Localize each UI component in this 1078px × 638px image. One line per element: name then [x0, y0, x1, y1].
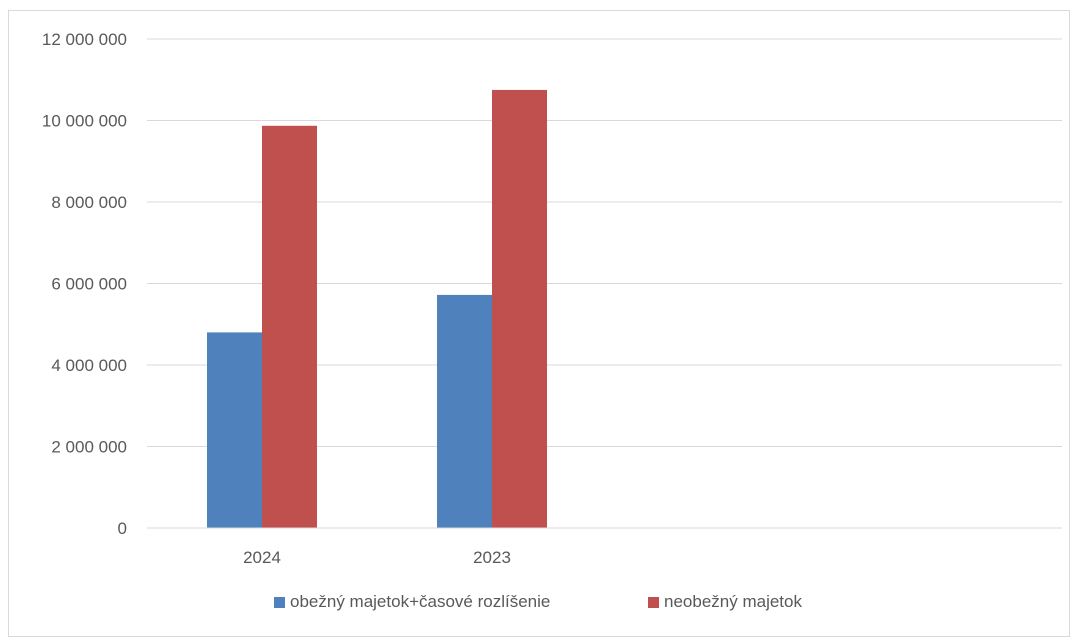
legend-swatch [274, 597, 285, 608]
x-tick-label: 2024 [243, 548, 281, 567]
legend-swatch [648, 597, 659, 608]
legend-label: neobežný majetok [664, 592, 802, 611]
y-tick-label: 0 [118, 519, 127, 538]
y-tick-label: 12 000 000 [42, 30, 127, 49]
bar-2023-series-1 [437, 294, 492, 528]
legend-label: obežný majetok+časové rozlíšenie [290, 592, 550, 611]
y-tick-label: 2 000 000 [51, 438, 127, 457]
y-tick-label: 10 000 000 [42, 112, 127, 131]
bars [207, 89, 547, 529]
bar-2024-series-1 [207, 332, 262, 528]
legend: obežný majetok+časové rozlíšenie neobežný… [274, 592, 802, 611]
bar-2023-series-2 [492, 89, 547, 528]
bar-2024-series-2 [262, 125, 317, 529]
y-tick-label: 4 000 000 [51, 356, 127, 375]
x-axis-tick-labels: 2024 2023 [243, 548, 511, 567]
y-axis-tick-labels: 0 2 000 000 4 000 000 6 000 000 8 000 000 10 … [42, 30, 127, 538]
y-tick-label: 8 000 000 [51, 193, 127, 212]
y-tick-label: 6 000 000 [51, 275, 127, 294]
x-tick-label: 2023 [473, 548, 511, 567]
